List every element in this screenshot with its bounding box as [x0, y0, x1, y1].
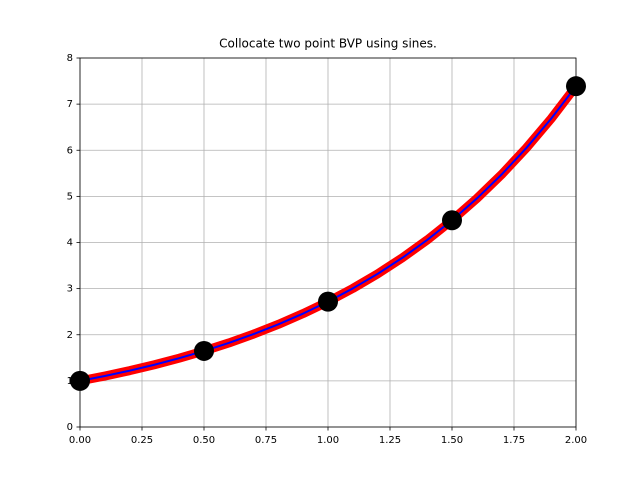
data-point	[442, 210, 462, 231]
data-point	[194, 340, 214, 361]
x-tick-label: 1.50	[441, 435, 463, 446]
plot-frame	[79, 57, 577, 428]
x-tick-label: 1.25	[379, 435, 401, 446]
x-tick-label: 2.00	[565, 435, 587, 446]
x-tick-label: 0.75	[255, 435, 277, 446]
chart-title: Collocate two point BVP using sines.	[219, 37, 437, 51]
y-tick-label: 3	[67, 284, 73, 295]
data-point	[318, 291, 338, 312]
x-tick-label: 1.75	[503, 435, 525, 446]
x-tick-label: 0.00	[69, 435, 91, 446]
y-tick-label: 5	[67, 191, 73, 202]
x-tick-label: 1.00	[317, 435, 339, 446]
y-tick-label: 4	[67, 238, 73, 249]
y-tick-label: 8	[67, 53, 73, 64]
y-tick-label: 1	[67, 376, 73, 387]
x-tick-label: 0.50	[193, 435, 215, 446]
y-tick-label: 7	[67, 99, 73, 110]
y-tick-label: 6	[67, 145, 73, 156]
y-tick-label: 0	[67, 422, 73, 433]
x-tick-label: 0.25	[131, 435, 153, 446]
y-tick-label: 2	[67, 330, 73, 341]
